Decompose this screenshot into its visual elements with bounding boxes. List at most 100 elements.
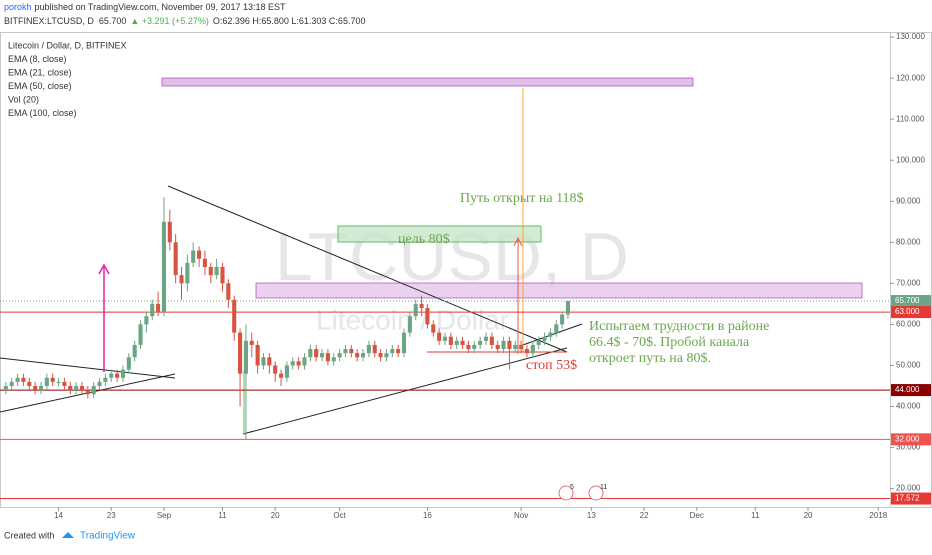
x-tick-label: Oct xyxy=(333,511,346,520)
candle-body xyxy=(33,385,38,391)
candle-body xyxy=(226,283,231,300)
candle-body xyxy=(296,361,301,366)
candle-body xyxy=(97,381,102,386)
trend-line xyxy=(167,185,568,353)
candle-body xyxy=(85,390,90,395)
candle-body xyxy=(360,353,366,358)
candle-body xyxy=(91,385,96,395)
candle-body xyxy=(407,316,412,333)
candle-body xyxy=(197,250,202,259)
candle-body xyxy=(507,340,512,350)
trend-line xyxy=(0,357,176,379)
x-tick-label: Sep xyxy=(157,511,172,520)
candle-body xyxy=(548,332,553,337)
candle-body xyxy=(27,381,32,386)
header-line-1: porokh published on TradingView.com, Nove… xyxy=(4,2,286,12)
candle-body xyxy=(530,344,535,354)
candle-body xyxy=(419,303,424,308)
candles xyxy=(3,197,571,440)
header-line-2: BITFINEX:LTCUSD, D 65.700 ▲ +3.291 (+5.27%… xyxy=(4,16,365,26)
y-tick-label: 30.000 xyxy=(896,443,921,452)
candle-body xyxy=(349,349,354,354)
annotation: 66.4$ - 70$. Пробой канала xyxy=(589,335,750,350)
candle-body xyxy=(208,266,213,276)
price-badge xyxy=(891,433,931,446)
event-icon xyxy=(558,485,574,501)
candle-body xyxy=(238,332,243,374)
legend-entry: EMA (8, close) xyxy=(8,54,67,64)
x-tick-label: 13 xyxy=(587,511,596,520)
candle-body xyxy=(466,344,471,350)
candle-body xyxy=(3,385,8,391)
symbol: BITFINEX:LTCUSD, D xyxy=(4,16,94,26)
candle-body xyxy=(460,340,465,345)
candle-body xyxy=(501,340,506,350)
candle-body xyxy=(132,344,137,358)
candle-body xyxy=(290,361,295,366)
candle-body xyxy=(156,303,161,313)
candle-body xyxy=(68,385,73,391)
price-badge xyxy=(891,492,931,505)
x-tick-label: 20 xyxy=(271,511,280,520)
x-tick-label: 22 xyxy=(640,511,649,520)
candle-body xyxy=(542,336,547,341)
price-badge-label: 17.572 xyxy=(895,494,920,503)
footer-created: Created with xyxy=(4,530,55,540)
candle-body xyxy=(448,336,453,345)
candle-body xyxy=(472,344,477,350)
candle-body xyxy=(495,344,500,350)
candle-body xyxy=(167,221,172,243)
candle-body xyxy=(15,377,20,382)
candle-body xyxy=(191,250,196,263)
candle-body xyxy=(109,373,114,378)
legend-entry: Vol (20) xyxy=(8,94,39,104)
candle-body xyxy=(454,340,459,345)
price: 65.700 xyxy=(99,16,127,26)
candle-body xyxy=(413,303,418,317)
x-tick-label: 20 xyxy=(804,511,813,520)
candle-body xyxy=(355,353,360,358)
x-tick-label: 11 xyxy=(218,511,227,520)
y-tick-label: 110.000 xyxy=(896,114,925,123)
arrow-head xyxy=(98,263,110,275)
candle-body xyxy=(401,332,407,354)
candle-body xyxy=(150,303,155,317)
candle-body xyxy=(302,357,307,366)
candle-body xyxy=(249,340,254,345)
author[interactable]: porokh xyxy=(4,2,32,12)
annotation: Испытаем трудности в районе xyxy=(589,319,769,334)
candle-body xyxy=(343,349,348,354)
zone-80 xyxy=(337,225,542,243)
candle-body xyxy=(560,314,565,325)
event-count: 11 xyxy=(600,484,607,491)
candle-body xyxy=(314,349,319,358)
candle-body xyxy=(431,324,436,333)
y-tick-label: 50.000 xyxy=(896,361,921,370)
x-tick-label: 16 xyxy=(423,511,432,520)
candle-body xyxy=(126,357,131,370)
y-tick-label: 90.000 xyxy=(896,196,921,205)
event-count: 5 xyxy=(570,484,574,491)
x-tick-label: 11 xyxy=(751,511,760,520)
candle-body xyxy=(21,377,26,382)
footer-brand[interactable]: TradingView xyxy=(80,531,136,542)
candle-body xyxy=(325,353,330,362)
candle-body xyxy=(489,336,494,345)
candle-body xyxy=(554,324,559,333)
annotation: цель 80$ xyxy=(398,232,450,247)
candle-body xyxy=(366,344,371,354)
candle-body xyxy=(261,357,266,366)
change: ▲ +3.291 (+5.27%) xyxy=(130,16,208,26)
candle-body xyxy=(442,336,448,341)
candle-body xyxy=(437,332,442,341)
candle-body xyxy=(519,344,524,350)
x-tick-label: 2018 xyxy=(869,511,887,520)
y-tick-label: 80.000 xyxy=(896,237,921,246)
candle-body xyxy=(524,349,530,354)
logo xyxy=(62,532,74,538)
candle-body xyxy=(120,369,126,378)
candle-body xyxy=(44,377,49,386)
y-tick-label: 130.000 xyxy=(896,32,925,41)
